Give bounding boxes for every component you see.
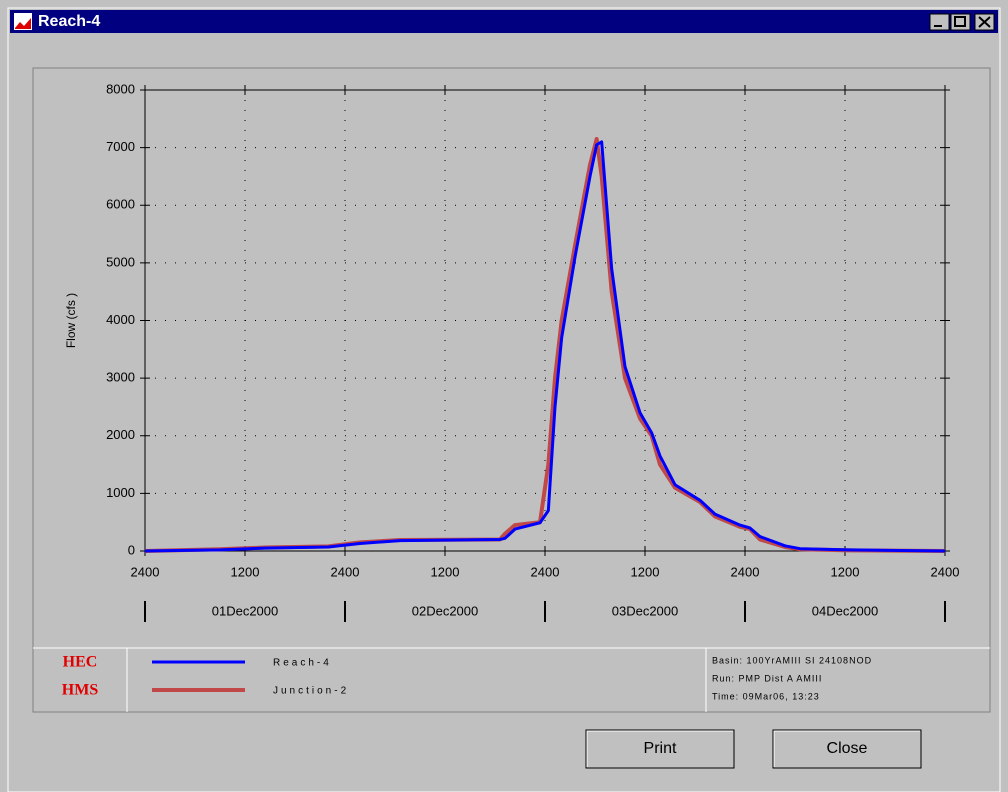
y-tick-label: 2000 [106,427,135,442]
chart-panel [32,67,991,713]
date-label: 02Dec2000 [412,603,479,618]
x-tick-label: 1200 [831,564,860,579]
title-bar [10,10,998,33]
logo-text: HEC [63,654,98,671]
legend-label: Reach-4 [273,658,332,669]
x-tick-label: 1200 [231,564,260,579]
y-tick-label: 4000 [106,312,135,327]
run-info: Time: 09Mar06, 13:23 [712,691,820,701]
x-tick-label: 2400 [131,564,160,579]
legend-label: Junction-2 [273,686,349,697]
x-tick-label: 1200 [631,564,660,579]
window-title: Reach-4 [38,13,100,30]
date-label: 04Dec2000 [812,603,879,618]
run-info: Basin: 100YrAMIII SI 24108NOD [712,655,872,665]
x-tick-label: 2400 [331,564,360,579]
y-tick-label: 5000 [106,254,135,269]
x-tick-label: 2400 [931,564,960,579]
minimize-button[interactable] [929,13,950,31]
y-tick-label: 1000 [106,485,135,500]
logo-text: HMS [62,682,99,699]
app-icon-graph [15,18,31,29]
y-tick-label: 3000 [106,370,135,385]
y-tick-label: 8000 [106,81,135,96]
y-tick-label: 0 [128,542,135,557]
button-label[interactable]: Print [644,740,677,757]
button-label[interactable]: Close [827,740,868,757]
date-label: 01Dec2000 [212,603,279,618]
run-info: Run: PMP Dist A AMIII [712,673,822,683]
close-dialog-button[interactable]: Close [772,729,922,769]
print-button[interactable]: Print [585,729,735,769]
x-tick-label: 1200 [431,564,460,579]
y-tick-label: 6000 [106,197,135,212]
y-axis-label: Flow (cfs ) [64,293,78,348]
y-tick-label: 7000 [106,139,135,154]
x-tick-label: 2400 [731,564,760,579]
date-label: 03Dec2000 [612,603,679,618]
series-line [144,140,946,553]
close-button[interactable] [974,13,995,31]
x-tick-label: 2400 [531,564,560,579]
maximize-button[interactable] [950,13,971,31]
